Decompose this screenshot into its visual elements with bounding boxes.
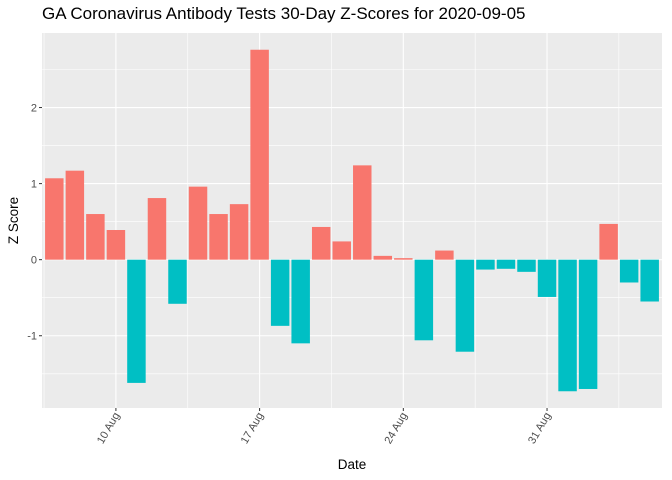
- y-tick-label: 0: [31, 255, 37, 267]
- y-tick-label: 1: [31, 179, 37, 191]
- bar: [65, 170, 85, 260]
- bar: [229, 204, 249, 260]
- bar: [373, 255, 393, 260]
- bar: [45, 178, 64, 260]
- x-axis-title: Date: [338, 457, 367, 472]
- bar: [455, 259, 475, 352]
- bar: [127, 259, 146, 383]
- bar: [599, 223, 618, 260]
- bar: [270, 259, 290, 326]
- y-tick-label: -1: [27, 331, 37, 343]
- bar: [106, 230, 126, 260]
- bar: [168, 259, 187, 304]
- bar: [517, 259, 536, 272]
- x-tick-label: 24 Aug: [382, 411, 410, 447]
- bar: [496, 259, 516, 269]
- bar: [209, 214, 228, 260]
- bar: [291, 259, 310, 344]
- bar: [188, 186, 208, 260]
- x-axis: 10 Aug 17 Aug 24 Aug 31 Aug: [95, 408, 554, 446]
- bar: [86, 214, 105, 260]
- y-tick-label: 2: [31, 103, 37, 115]
- chart-title: GA Coronavirus Antibody Tests 30-Day Z-S…: [42, 4, 526, 23]
- bar: [250, 49, 269, 260]
- y-axis: -1 0 1 2: [27, 103, 42, 343]
- bar: [332, 241, 351, 260]
- bar: [147, 198, 167, 260]
- bar: [558, 259, 577, 392]
- bar: [578, 259, 598, 389]
- bar: [640, 259, 659, 302]
- x-tick-label: 10 Aug: [95, 411, 123, 447]
- x-tick-label: 31 Aug: [526, 411, 554, 447]
- bar: [394, 258, 413, 260]
- x-tick-label: 17 Aug: [239, 411, 267, 447]
- bar: [537, 259, 557, 297]
- y-axis-title: Z Score: [6, 197, 21, 244]
- bar: [619, 259, 639, 283]
- bar: [476, 259, 495, 270]
- bar: [435, 250, 454, 260]
- bar: [414, 259, 434, 341]
- bar: [353, 165, 372, 260]
- bars: [45, 49, 659, 392]
- bar: [311, 226, 331, 260]
